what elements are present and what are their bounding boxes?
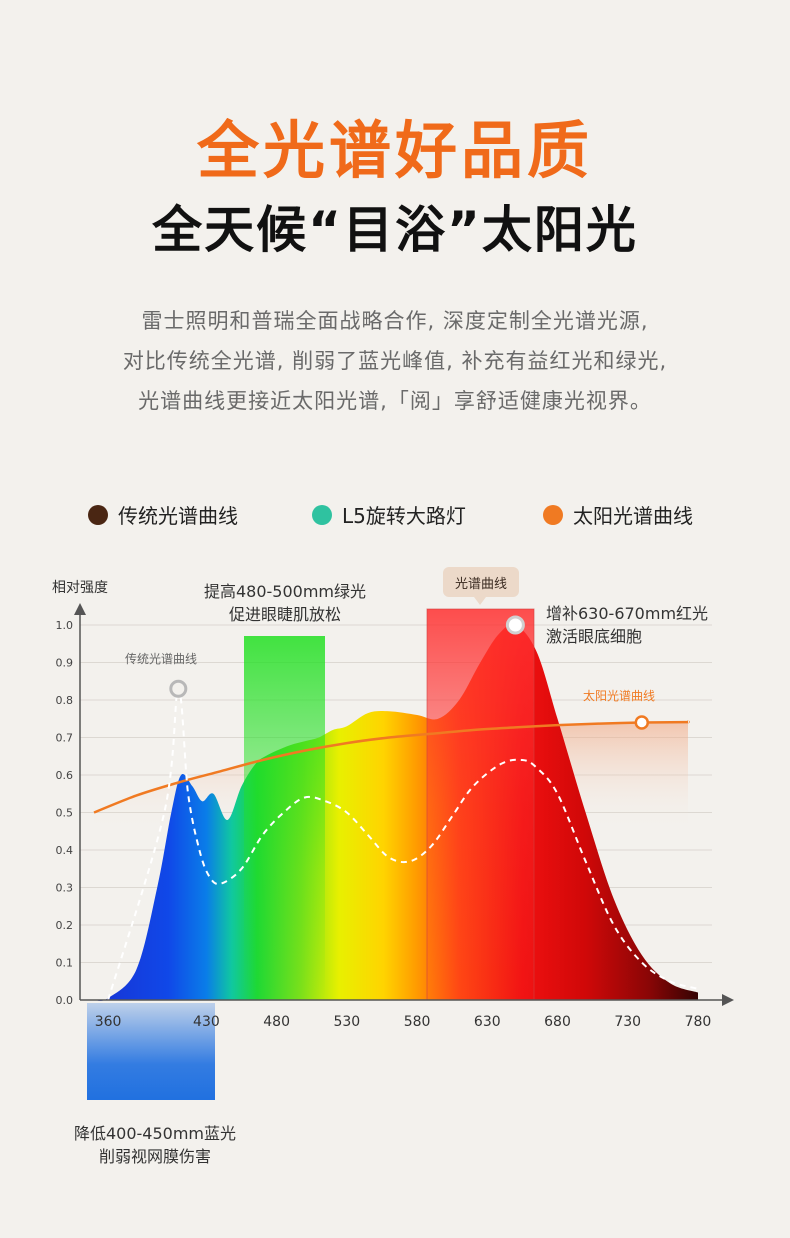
y-tick-label: 0.6 — [56, 769, 74, 782]
legend-item-sun: 太阳光谱曲线 — [543, 500, 693, 529]
l5-peak-marker — [505, 615, 525, 635]
y-tick-label: 0.7 — [56, 732, 74, 745]
y-tick-label: 0.2 — [56, 919, 74, 932]
red-band — [427, 609, 534, 1000]
y-tick-label: 0.0 — [56, 994, 74, 1007]
legend-dot-sun — [543, 504, 563, 525]
legend-dot-traditional — [88, 504, 108, 525]
chart-tag-pointer — [474, 597, 486, 605]
description-line-2: 对比传统全光谱, 削弱了蓝光峰值, 补充有益红光和绿光, — [122, 349, 668, 373]
x-tick-labels: 360 430 480 530 580 630 680 730 780 — [95, 1014, 712, 1030]
y-tick-label: 0.1 — [56, 957, 74, 970]
red-note-line-1: 增补630-670mm红光 — [546, 604, 709, 623]
x-tick-label: 530 — [333, 1014, 360, 1030]
x-tick-label: 680 — [544, 1014, 571, 1030]
x-tick-label: 430 — [193, 1014, 220, 1030]
chart-tag-label: 光谱曲线 — [455, 577, 507, 592]
page-subtitle: 全天候“目浴”太阳光 — [152, 201, 638, 259]
y-tick-label: 0.4 — [56, 844, 74, 857]
legend-item-traditional: 传统光谱曲线 — [88, 500, 238, 529]
y-axis-arrow — [74, 603, 86, 615]
sun-curve-marker — [634, 715, 650, 730]
description-line-1: 雷士照明和普瑞全面战略合作, 深度定制全光谱光源, — [141, 309, 649, 333]
red-note-line-2: 激活眼底细胞 — [546, 627, 643, 646]
sun-curve-line — [93, 720, 690, 814]
x-tick-label: 480 — [263, 1014, 290, 1030]
blue-note-line-2: 削弱视网膜伤害 — [98, 1147, 211, 1166]
y-tick-label: 0.5 — [56, 807, 74, 820]
chart-axes — [74, 603, 734, 1006]
legend-label-sun: 太阳光谱曲线 — [573, 504, 693, 528]
legend-item-l5: L5旋转大路灯 — [312, 500, 466, 529]
chart-legend: 传统光谱曲线 L5旋转大路灯 太阳光谱曲线 — [0, 500, 790, 530]
blue-band — [87, 1003, 215, 1100]
blue-note: 降低400-450mm蓝光 削弱视网膜伤害 — [50, 1122, 260, 1168]
red-note: 增补630-670mm红光 激活眼底细胞 — [546, 602, 716, 648]
y-tick-label: 0.9 — [56, 657, 74, 670]
green-band — [244, 636, 325, 1000]
page-title: 全光谱好品质 — [196, 114, 593, 187]
legend-label-traditional: 传统光谱曲线 — [118, 504, 238, 528]
x-axis-arrow — [722, 994, 734, 1006]
y-tick-label: 1.0 — [56, 619, 74, 632]
x-tick-label: 630 — [474, 1014, 501, 1030]
blue-note-line-1: 降低400-450mm蓝光 — [73, 1124, 237, 1143]
y-tick-label: 0.3 — [56, 882, 74, 895]
green-note: 提高480-500mm绿光 促进眼睫肌放松 — [180, 580, 390, 626]
description-line-3: 光谱曲线更接近太阳光谱,「阅」享舒适健康光视界。 — [138, 389, 652, 413]
y-axis-label: 相对强度 — [52, 580, 108, 596]
traditional-curve-label: 传统光谱曲线 — [125, 651, 197, 666]
x-tick-label: 730 — [614, 1014, 641, 1030]
legend-dot-l5 — [312, 504, 332, 525]
x-tick-label: 360 — [95, 1014, 122, 1030]
green-note-line-1: 提高480-500mm绿光 — [203, 582, 367, 601]
traditional-peak-marker — [169, 679, 188, 698]
spectrum-chart: 0.0 0.1 0.2 0.3 0.4 0.5 0.6 0.7 0.8 0.9 1.0 360 430… — [52, 567, 734, 1100]
x-tick-label: 780 — [685, 1014, 712, 1030]
y-tick-label: 0.8 — [56, 694, 74, 707]
chart-tag-bubble — [443, 567, 519, 597]
y-tick-labels: 0.0 0.1 0.2 0.3 0.4 0.5 0.6 0.7 0.8 0.9 1.0 — [56, 619, 74, 1007]
sun-curve-label: 太阳光谱曲线 — [583, 688, 655, 703]
legend-label-l5: L5旋转大路灯 — [342, 504, 466, 528]
traditional-curve-line — [107, 687, 699, 1001]
x-tick-label: 580 — [404, 1014, 431, 1030]
green-note-line-2: 促进眼睫肌放松 — [228, 605, 341, 624]
